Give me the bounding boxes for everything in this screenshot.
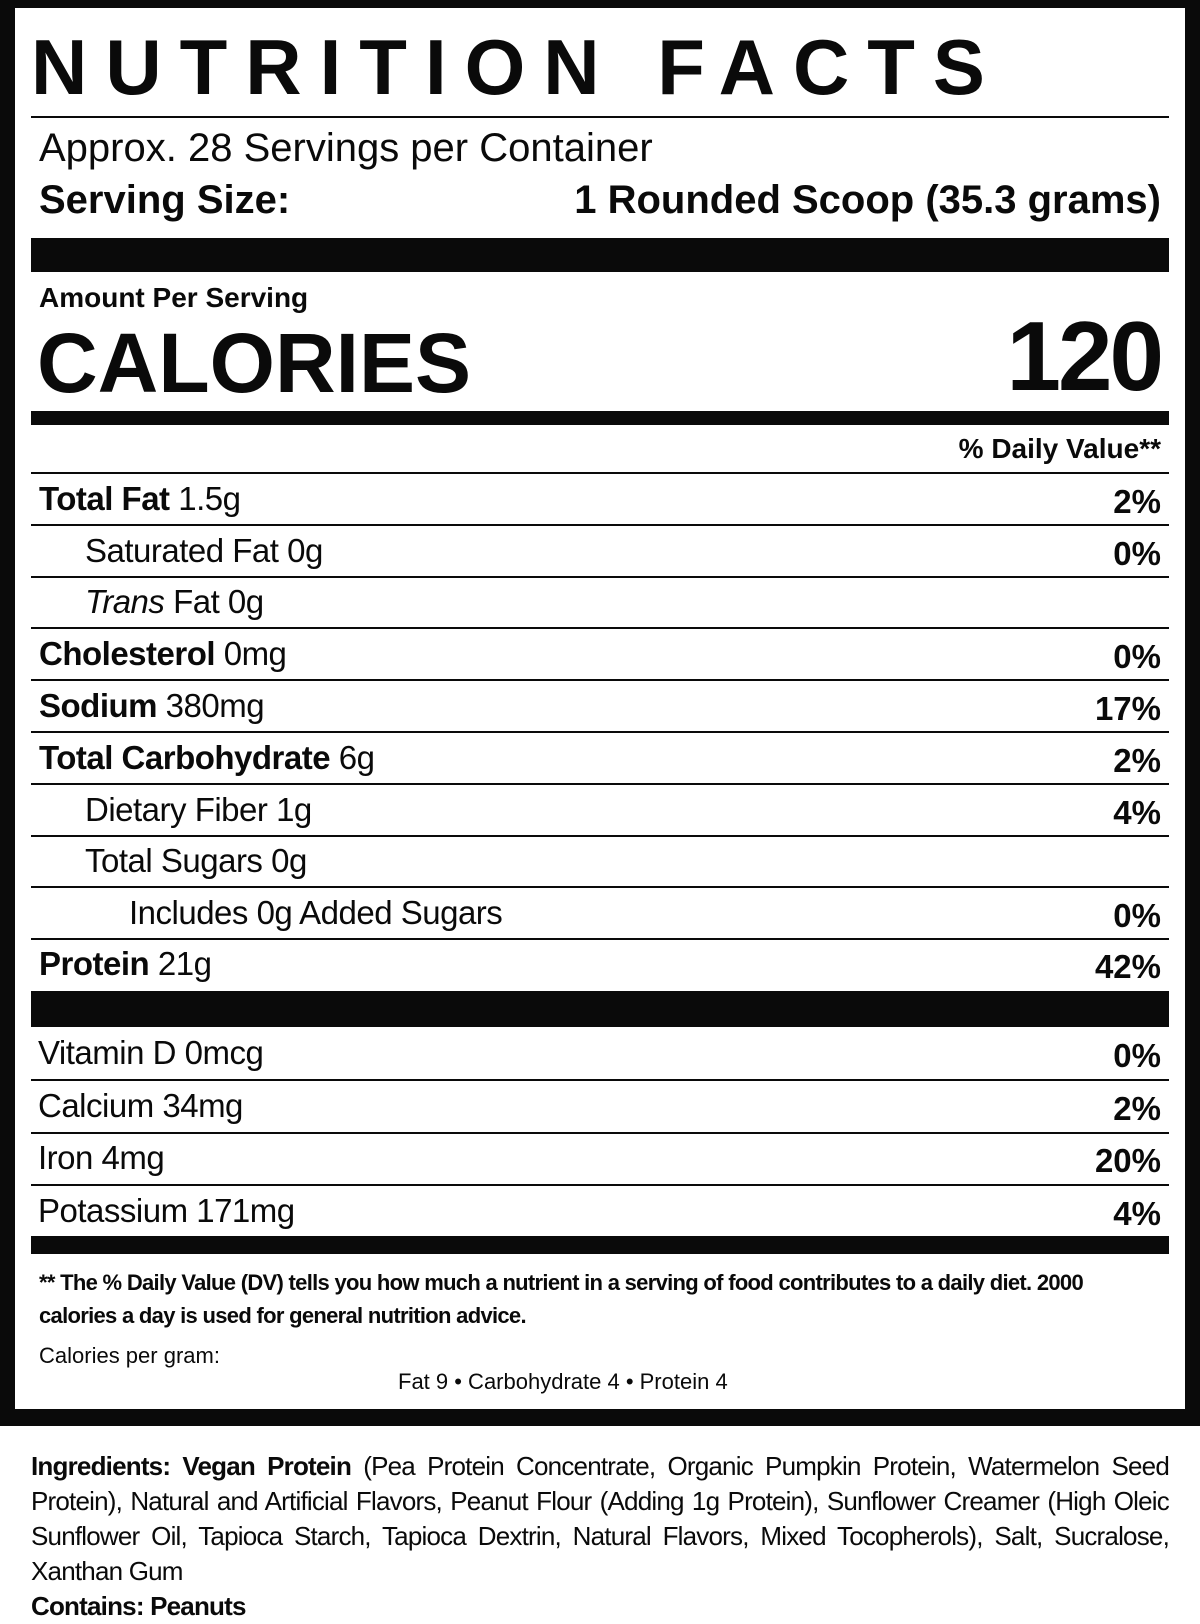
nutrition-facts-panel <box>0 0 1200 1426</box>
daily-value-footnote: ** The % Daily Value (DV) tells you how … <box>39 1270 1084 1328</box>
nutrient-row: Dietary Fiber 1g 4% <box>31 785 1169 837</box>
daily-value-header: % Daily Value** <box>958 433 1161 464</box>
vitamin-daily-value: 4% <box>1113 1195 1161 1232</box>
calories-per-gram-values: Fat 9 • Carbohydrate 4 • Protein 4 <box>398 1369 728 1394</box>
nutrient-amount: 1g <box>276 791 312 828</box>
nutrient-row: Cholesterol 0mg 0% <box>31 629 1169 681</box>
vitamin-label: Potassium 171mg <box>38 1192 295 1229</box>
nutrient-daily-value: 4% <box>1113 794 1161 831</box>
nutrient-row: Sodium 380mg 17% <box>31 681 1169 733</box>
servings-per-container: Approx. 28 Servings per Container <box>39 126 653 170</box>
nutrient-name: Saturated Fat <box>85 532 279 569</box>
nutrient-amount: 21g <box>157 945 212 982</box>
serving-size-label: Serving Size: <box>39 178 291 222</box>
nutrient-row: Total Sugars 0g <box>31 836 1169 888</box>
nutrient-row: Protein 21g 42% <box>31 939 1169 991</box>
nutrient-daily-value: 2% <box>1113 483 1161 520</box>
vitamin-daily-value: 2% <box>1113 1090 1161 1127</box>
nutrient-amount: 1.5g <box>178 480 241 517</box>
ingredients-primary: Vegan Protein <box>182 1451 352 1481</box>
vitamin-daily-value: 0% <box>1113 1037 1161 1074</box>
ingredients: Ingredients: Vegan Protein (Pea Protein … <box>31 1449 1170 1624</box>
nutrient-name: Dietary Fiber <box>85 791 268 828</box>
medium-divider <box>31 1236 1169 1254</box>
vitamin-row: Vitamin D 0mcg 0% <box>31 1028 1169 1081</box>
calories-value: 120 <box>1006 301 1164 411</box>
nutrient-row: Total Fat 1.5g 2% <box>31 474 1169 526</box>
nutrient-name: Cholesterol <box>39 635 216 672</box>
calories-per-gram-label: Calories per gram: <box>39 1343 220 1368</box>
nutrient-amount: 6g <box>338 739 375 776</box>
nutrient-label: Saturated Fat 0g <box>85 531 323 571</box>
vitamin-daily-value: 20% <box>1094 1142 1161 1179</box>
nutrient-daily-value: 0% <box>1113 638 1161 675</box>
nutrient-row: Includes 0g Added Sugars 0% <box>31 888 1169 940</box>
nutrient-name: Includes 0g Added Sugars <box>129 894 503 931</box>
nutrient-label: Total Carbohydrate 6g <box>39 738 375 778</box>
ingredients-paragraph: Ingredients: Vegan Protein (Pea Protein … <box>31 1449 1170 1589</box>
nutrient-name: Protein <box>39 945 150 982</box>
amount-per-serving: Amount Per Serving <box>39 282 309 313</box>
thick-divider <box>31 238 1169 272</box>
nutrient-amount: 0g <box>287 532 323 569</box>
vitamin-row: Iron 4mg 20% <box>31 1133 1169 1186</box>
vitamin-label: Calcium 34mg <box>38 1087 243 1124</box>
vitamin-label: Iron 4mg <box>38 1139 165 1176</box>
ingredients-text: (Pea Protein Concentrate, Organic Pumpki… <box>31 1451 1170 1586</box>
panel-title: NUTRITION FACTS <box>31 23 1003 111</box>
nutrient-name: Trans <box>85 583 165 620</box>
nutrient-daily-value: 0% <box>1113 535 1161 572</box>
nutrient-amount: 380mg <box>165 687 265 724</box>
medium-divider <box>31 411 1169 425</box>
nutrient-daily-value: 42% <box>1094 948 1161 985</box>
nutrient-label: Dietary Fiber 1g <box>85 790 312 830</box>
nutrient-name: Sodium <box>39 687 158 724</box>
divider <box>31 472 1169 474</box>
nutrient-label: Protein 21g <box>39 944 212 984</box>
nutrient-label: Cholesterol 0mg <box>39 634 287 674</box>
nutrient-label: Includes 0g Added Sugars <box>129 893 503 933</box>
nutrient-label: Trans Fat 0g <box>85 582 264 622</box>
calories-label: CALORIES <box>37 316 472 410</box>
nutrient-name: Total Sugars <box>85 842 263 879</box>
allergen-statement: Contains: Peanuts <box>31 1591 246 1621</box>
nutrient-amount: Fat 0g <box>173 583 264 620</box>
nutrient-label: Sodium 380mg <box>39 686 265 726</box>
ingredients-label: Ingredients: <box>31 1451 171 1481</box>
vitamin-row: Calcium 34mg 2% <box>31 1081 1169 1134</box>
nutrient-daily-value: 2% <box>1113 742 1161 779</box>
nutrient-name: Total Carbohydrate <box>39 739 331 776</box>
nutrient-amount: 0mg <box>223 635 287 672</box>
nutrient-row: Saturated Fat 0g 0% <box>31 526 1169 578</box>
nutrient-name: Total Fat <box>39 480 170 517</box>
nutrient-label: Total Fat 1.5g <box>39 479 241 519</box>
nutrient-row: Total Carbohydrate 6g 2% <box>31 733 1169 785</box>
nutrient-amount: 0g <box>271 842 307 879</box>
vitamin-row: Potassium 171mg 4% <box>31 1186 1169 1236</box>
divider <box>31 116 1169 118</box>
nutrient-daily-value: 17% <box>1094 690 1161 727</box>
nutrient-label: Total Sugars 0g <box>85 841 307 881</box>
thick-divider <box>31 991 1169 1027</box>
nutrient-row: Trans Fat 0g <box>31 577 1169 629</box>
vitamin-label: Vitamin D 0mcg <box>38 1034 264 1071</box>
nutrient-daily-value: 0% <box>1113 897 1161 934</box>
serving-size-value: 1 Rounded Scoop (35.3 grams) <box>574 178 1161 222</box>
